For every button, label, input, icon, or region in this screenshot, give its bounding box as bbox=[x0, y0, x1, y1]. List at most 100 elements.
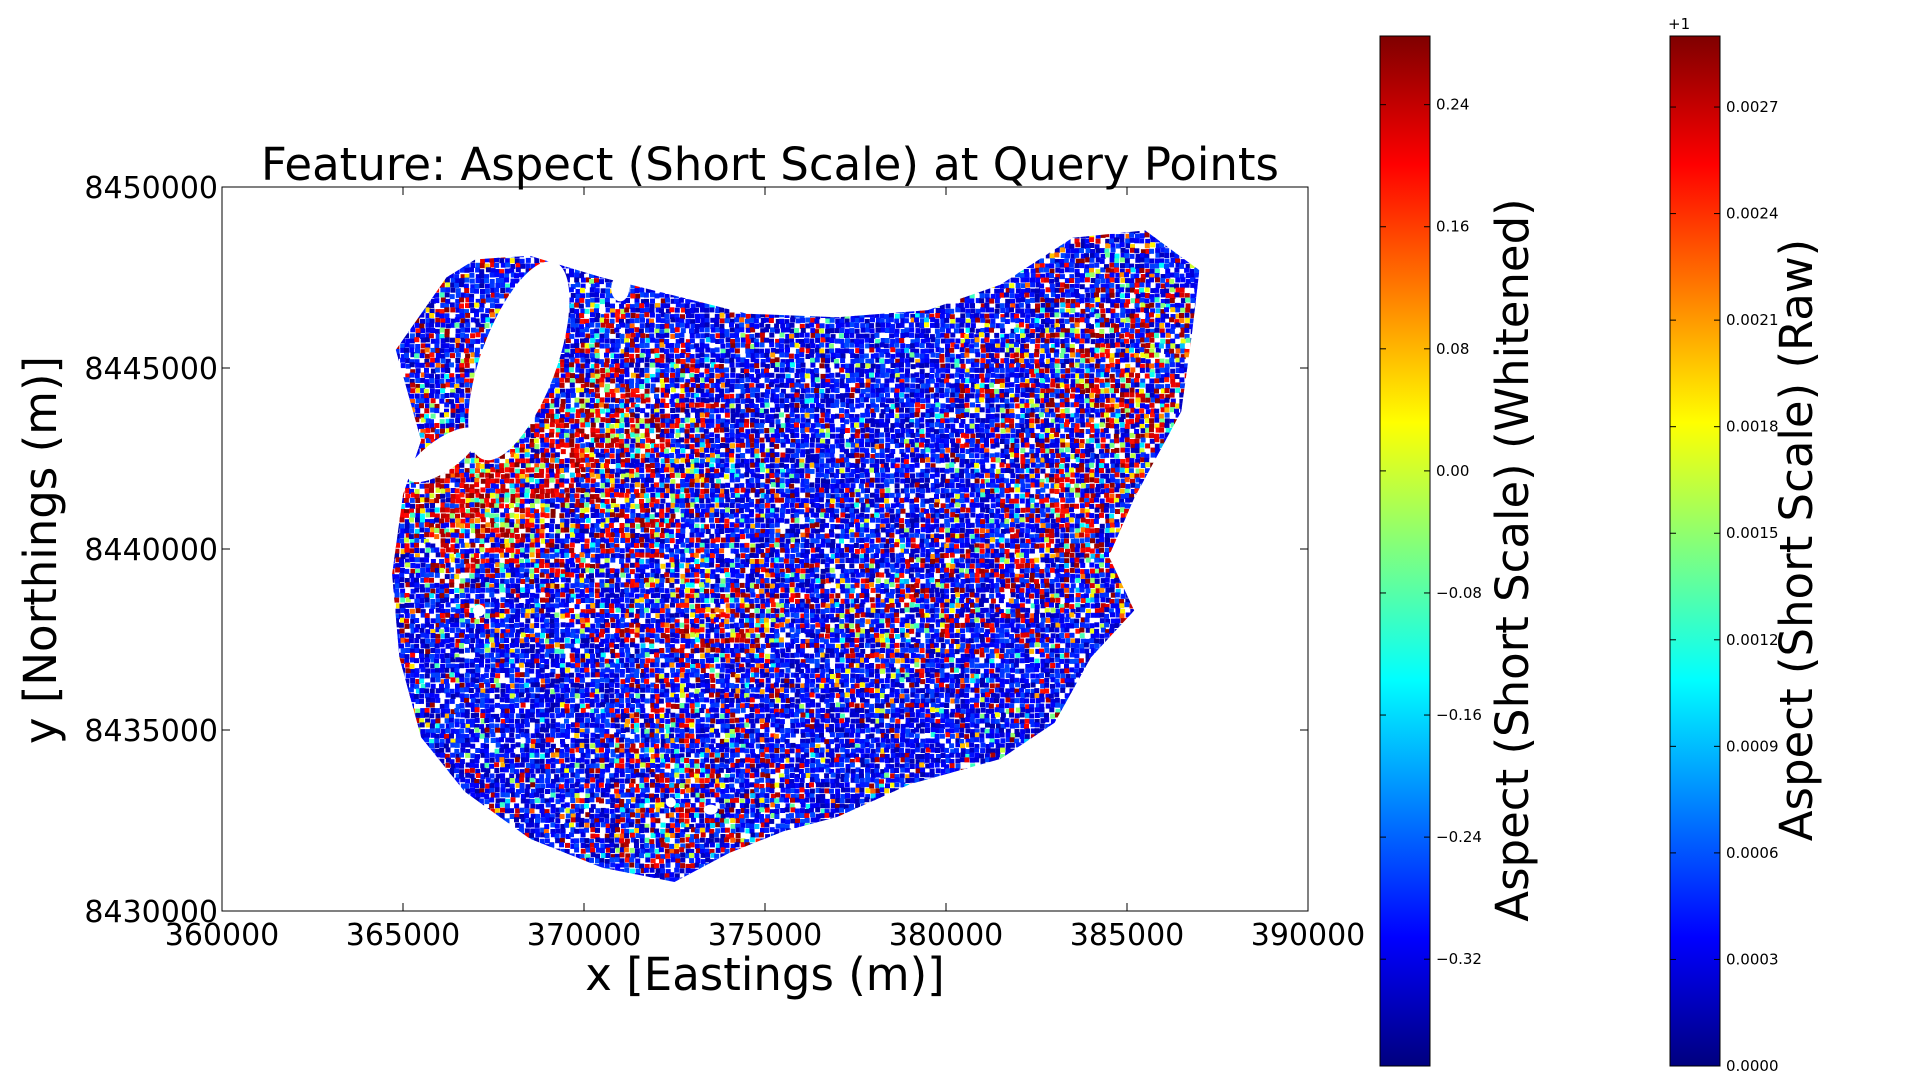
scatter-point bbox=[440, 273, 446, 279]
scatter-point bbox=[424, 708, 430, 713]
scatter-point bbox=[539, 533, 545, 539]
scatter-point bbox=[449, 827, 455, 833]
scatter-point bbox=[404, 239, 410, 245]
scatter-point bbox=[419, 674, 425, 679]
scatter-point bbox=[400, 498, 406, 503]
scatter-point bbox=[475, 518, 480, 524]
scatter-point bbox=[424, 787, 430, 793]
scatter-point bbox=[580, 412, 586, 418]
scatter-point bbox=[530, 693, 536, 699]
scatter-point bbox=[395, 542, 401, 548]
scatter-point bbox=[539, 489, 545, 494]
scatter-point bbox=[444, 553, 450, 559]
scatter-point bbox=[555, 828, 561, 834]
scatter-point bbox=[386, 598, 391, 603]
scatter-point bbox=[540, 503, 546, 509]
scatter-point bbox=[514, 273, 519, 279]
scatter-point bbox=[500, 622, 505, 628]
scatter-point bbox=[569, 268, 574, 274]
scatter-point bbox=[392, 658, 395, 664]
scatter-point bbox=[535, 233, 541, 239]
scatter-point bbox=[392, 584, 396, 590]
scatter-point bbox=[559, 697, 565, 703]
scatter-point bbox=[569, 433, 575, 439]
scatter-point bbox=[565, 819, 571, 825]
scatter-point bbox=[460, 263, 466, 269]
scatter-point bbox=[575, 263, 581, 269]
scatter-point bbox=[564, 478, 570, 484]
scatter-point bbox=[469, 833, 475, 839]
scatter-point bbox=[386, 454, 391, 459]
scatter-point bbox=[564, 463, 570, 469]
scatter-point bbox=[392, 753, 396, 759]
scatter-point bbox=[515, 593, 521, 599]
scatter-point bbox=[519, 498, 525, 504]
scatter-point bbox=[430, 559, 436, 564]
scatter-point bbox=[430, 708, 436, 713]
scatter-point bbox=[415, 332, 421, 338]
scatter-point bbox=[484, 852, 490, 858]
scatter-point bbox=[429, 863, 434, 869]
plot-area: 360000 365000 370000 375000 380000 385000 3900… bbox=[84, 171, 1365, 953]
scatter-point bbox=[514, 867, 520, 873]
scatter-point bbox=[392, 853, 396, 859]
scatter-point bbox=[534, 698, 540, 704]
scatter-point bbox=[459, 538, 464, 544]
scatter-point bbox=[530, 263, 536, 269]
scatter-point bbox=[420, 863, 426, 869]
scatter-point bbox=[585, 248, 591, 254]
scatter-point bbox=[500, 278, 506, 284]
scatter-point bbox=[524, 757, 530, 763]
scatter-point bbox=[399, 838, 405, 844]
scatter-point bbox=[515, 789, 521, 795]
scatter-point bbox=[414, 813, 420, 819]
scatter-point bbox=[445, 658, 451, 664]
scatter-point bbox=[535, 548, 541, 554]
scatter-point bbox=[504, 753, 510, 758]
scatter-point bbox=[506, 222, 511, 227]
scatter-point bbox=[485, 522, 491, 528]
scatter-point bbox=[540, 254, 546, 260]
scatter-point bbox=[569, 303, 575, 309]
scatter-point bbox=[534, 513, 540, 519]
scatter-point bbox=[565, 788, 571, 794]
scatter-point bbox=[564, 747, 570, 753]
scatter-point bbox=[474, 867, 480, 873]
scatter-point bbox=[530, 828, 536, 834]
scatter-point bbox=[399, 733, 405, 738]
scatter-point bbox=[464, 793, 470, 799]
scatter-point bbox=[489, 308, 495, 314]
scatter-point bbox=[439, 852, 445, 858]
scatter-point bbox=[565, 567, 571, 573]
scatter-point bbox=[404, 578, 410, 583]
scatter-point bbox=[575, 854, 581, 859]
scatter-point bbox=[519, 258, 525, 264]
scatter-point bbox=[529, 552, 535, 558]
scatter-point bbox=[474, 599, 480, 605]
scatter-point bbox=[574, 879, 580, 882]
scatter-point bbox=[384, 362, 389, 367]
scatter-point bbox=[439, 733, 445, 739]
scatter-point bbox=[393, 387, 399, 393]
scatter-point bbox=[410, 557, 415, 563]
scatter-point bbox=[495, 562, 501, 568]
scatter-point bbox=[469, 233, 475, 239]
scatter-point bbox=[565, 533, 570, 539]
scatter-point bbox=[470, 733, 476, 739]
scatter-point bbox=[445, 223, 450, 228]
scatter-point bbox=[565, 398, 571, 404]
scatter-point bbox=[425, 812, 431, 818]
scatter-point bbox=[468, 628, 474, 634]
scatter-point bbox=[424, 793, 430, 799]
scatter-point bbox=[409, 733, 415, 739]
scatter-point bbox=[465, 817, 471, 823]
scatter-point bbox=[565, 437, 571, 443]
scatter-point bbox=[425, 322, 431, 328]
scatter-point bbox=[424, 618, 430, 623]
scatter-point bbox=[400, 588, 406, 594]
scatter-point bbox=[504, 617, 510, 623]
scatter-point bbox=[414, 643, 420, 649]
scatter-point bbox=[580, 752, 586, 758]
scatter-point bbox=[409, 258, 415, 263]
scatter-point bbox=[385, 277, 390, 282]
